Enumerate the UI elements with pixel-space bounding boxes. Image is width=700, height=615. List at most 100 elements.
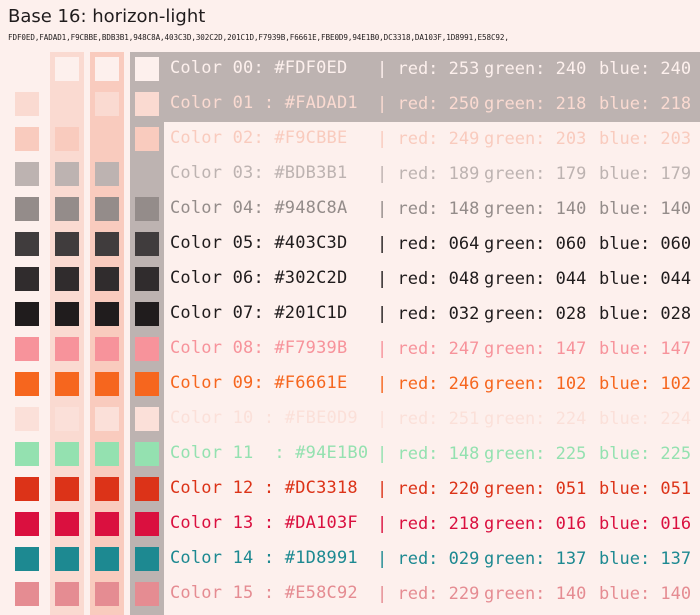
color-swatch — [135, 232, 159, 256]
color-row: Color 13 : #DA103F | red: 218 green: 016 bl… — [0, 507, 700, 542]
blue-value: blue: 051 — [599, 479, 692, 499]
color-swatch — [135, 302, 159, 326]
color-label: Color 00: #FDF0ED — [170, 58, 348, 78]
green-value: green: 140 — [484, 584, 587, 604]
page-title: Base 16: horizon-light — [8, 6, 206, 27]
color-swatch — [55, 512, 79, 536]
green-value: green: 060 — [484, 234, 587, 254]
color-swatch — [55, 267, 79, 291]
blue-value: blue: 060 — [599, 234, 692, 254]
color-swatch — [55, 337, 79, 361]
red-value: | red: 250 — [377, 94, 480, 114]
color-swatch — [135, 512, 159, 536]
blue-value: blue: 140 — [599, 199, 692, 219]
blue-value: blue: 102 — [599, 374, 692, 394]
color-label: Color 05: #403C3D — [170, 233, 348, 253]
color-swatch — [15, 512, 39, 536]
blue-value: blue: 044 — [599, 269, 692, 289]
color-row: Color 01 : #FADAD1 | red: 250 green: 218 bl… — [0, 87, 700, 122]
color-row: Color 06: #302C2D | red: 048 green: 044 blu… — [0, 262, 700, 297]
green-value: green: 203 — [484, 129, 587, 149]
green-value: green: 028 — [484, 304, 587, 324]
color-swatch — [15, 127, 39, 151]
color-swatch — [15, 232, 39, 256]
color-swatch — [95, 407, 119, 431]
color-label: Color 08: #F7939B — [170, 338, 348, 358]
color-swatch — [15, 477, 39, 501]
color-swatch — [95, 267, 119, 291]
color-swatch — [95, 57, 119, 81]
green-value: green: 224 — [484, 409, 587, 429]
red-value: | red: 148 — [377, 199, 480, 219]
red-value: | red: 032 — [377, 304, 480, 324]
red-value: | red: 253 — [377, 59, 480, 79]
color-swatch — [135, 582, 159, 606]
blue-value: blue: 137 — [599, 549, 692, 569]
color-swatch — [55, 127, 79, 151]
color-row: Color 11 : #94E1B0 | red: 148 green: 225 bl… — [0, 437, 700, 472]
hex-list: FDF0ED,FADAD1,F9CBBE,BDB3B1,948C8A,403C3… — [8, 33, 509, 42]
green-value: green: 102 — [484, 374, 587, 394]
color-swatch — [55, 162, 79, 186]
color-swatch — [95, 372, 119, 396]
color-swatch — [15, 337, 39, 361]
green-value: green: 225 — [484, 444, 587, 464]
color-label: Color 11 : #94E1B0 — [170, 443, 369, 463]
color-swatch — [55, 302, 79, 326]
red-value: | red: 249 — [377, 129, 480, 149]
color-swatch — [15, 407, 39, 431]
color-row: Color 14 : #1D8991 | red: 029 green: 137 bl… — [0, 542, 700, 577]
color-swatch — [135, 57, 159, 81]
red-value: | red: 029 — [377, 549, 480, 569]
blue-value: blue: 147 — [599, 339, 692, 359]
red-value: | red: 220 — [377, 479, 480, 499]
color-label: Color 06: #302C2D — [170, 268, 348, 288]
red-value: | red: 246 — [377, 374, 480, 394]
color-swatch — [95, 232, 119, 256]
color-label: Color 02: #F9CBBE — [170, 128, 348, 148]
color-label: Color 01 : #FADAD1 — [170, 93, 358, 113]
color-swatch — [135, 92, 159, 116]
color-swatch — [135, 267, 159, 291]
color-label: Color 10 : #FBE0D9 — [170, 408, 358, 428]
color-swatch — [135, 407, 159, 431]
color-label: Color 15 : #E58C92 — [170, 583, 358, 603]
color-swatch — [135, 477, 159, 501]
blue-value: blue: 179 — [599, 164, 692, 184]
color-swatch — [135, 197, 159, 221]
color-swatch — [15, 582, 39, 606]
color-swatch — [15, 267, 39, 291]
red-value: | red: 251 — [377, 409, 480, 429]
blue-value: blue: 224 — [599, 409, 692, 429]
color-swatch — [55, 197, 79, 221]
color-swatch — [15, 162, 39, 186]
color-swatch — [55, 92, 79, 116]
red-value: | red: 247 — [377, 339, 480, 359]
color-swatch — [95, 197, 119, 221]
color-swatch — [55, 232, 79, 256]
green-value: green: 137 — [484, 549, 587, 569]
color-swatch — [95, 477, 119, 501]
red-value: | red: 189 — [377, 164, 480, 184]
color-row: Color 05: #403C3D | red: 064 green: 060 blu… — [0, 227, 700, 262]
color-row: Color 00: #FDF0ED | red: 253 green: 240 blu… — [0, 52, 700, 87]
color-swatch — [15, 197, 39, 221]
blue-value: blue: 140 — [599, 584, 692, 604]
blue-value: blue: 203 — [599, 129, 692, 149]
color-swatch — [15, 547, 39, 571]
color-swatch — [135, 547, 159, 571]
color-swatch — [135, 162, 159, 186]
color-swatch — [55, 57, 79, 81]
blue-value: blue: 028 — [599, 304, 692, 324]
color-label: Color 13 : #DA103F — [170, 513, 358, 533]
color-row: Color 08: #F7939B | red: 247 green: 147 blu… — [0, 332, 700, 367]
green-value: green: 218 — [484, 94, 587, 114]
blue-value: blue: 016 — [599, 514, 692, 534]
red-value: | red: 148 — [377, 444, 480, 464]
color-swatch — [135, 337, 159, 361]
color-label: Color 03: #BDB3B1 — [170, 163, 348, 183]
blue-value: blue: 218 — [599, 94, 692, 114]
blue-value: blue: 225 — [599, 444, 692, 464]
color-row: Color 09: #F6661E | red: 246 green: 102 blu… — [0, 367, 700, 402]
color-row: Color 12 : #DC3318 | red: 220 green: 051 bl… — [0, 472, 700, 507]
